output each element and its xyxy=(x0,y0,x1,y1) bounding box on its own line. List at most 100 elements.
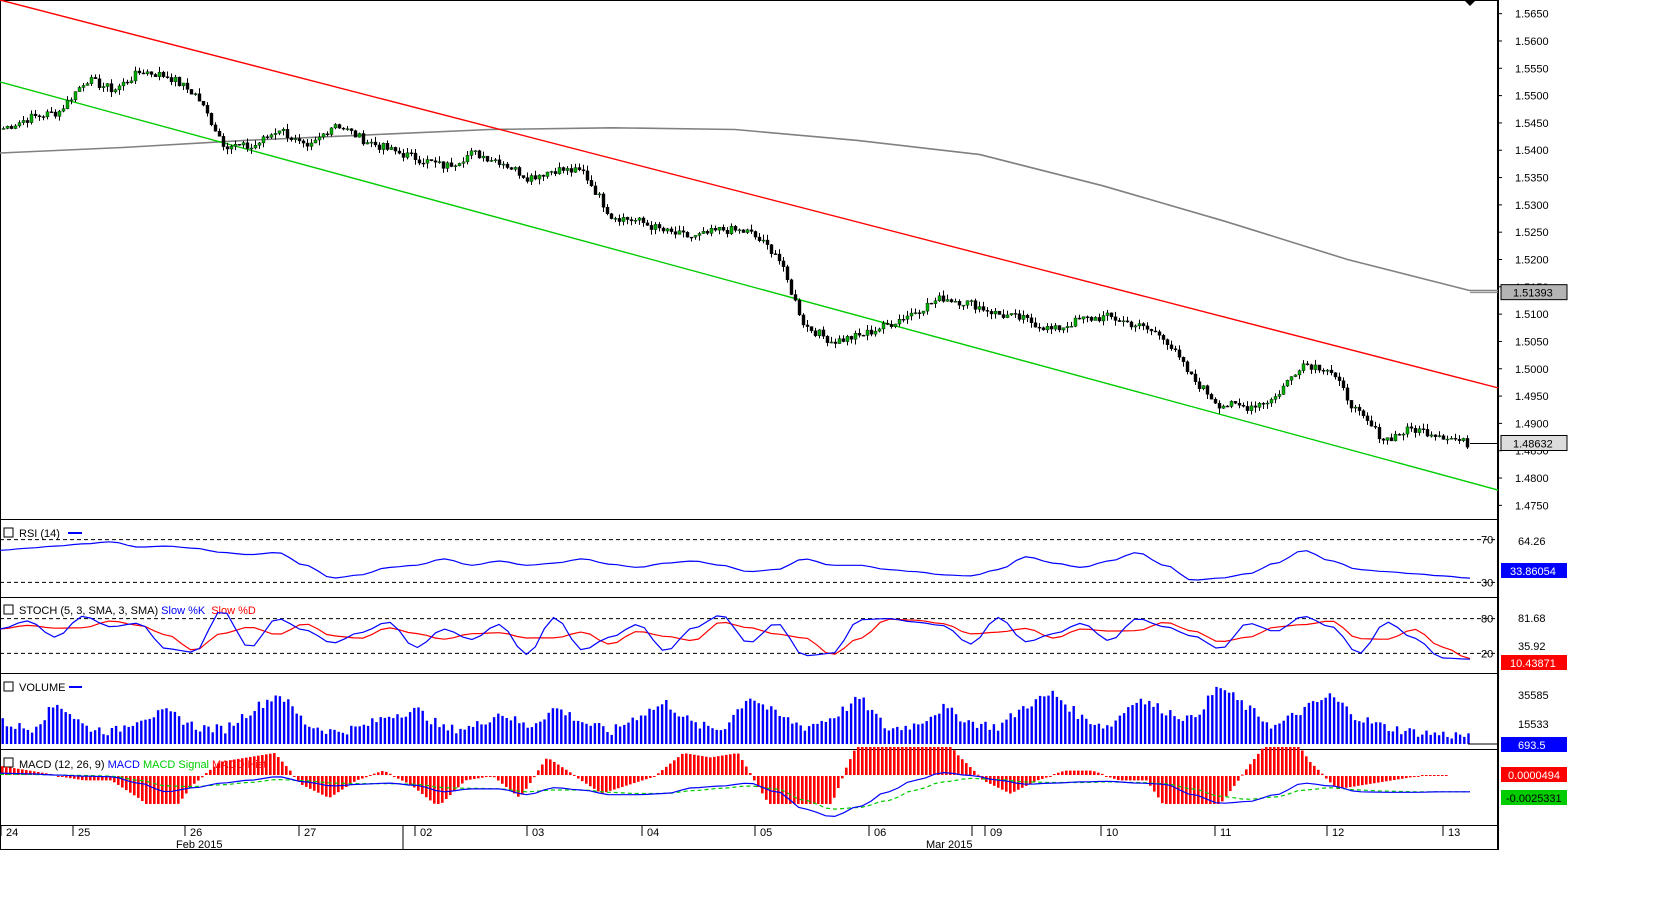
price-tick-label: 1.5500 xyxy=(1515,91,1549,103)
macd-hist-bar xyxy=(809,776,812,804)
macd-hist-bar xyxy=(1305,756,1308,775)
macd-hist-bar xyxy=(465,776,468,781)
volume-bar xyxy=(131,725,135,744)
candle-body xyxy=(1297,370,1302,376)
candle-body xyxy=(1005,314,1010,318)
macd-hist-bar xyxy=(5,766,8,775)
volume-bar xyxy=(744,700,748,744)
candle-body xyxy=(461,161,466,164)
candle-body xyxy=(25,120,30,123)
volume-tick-label: 35585 xyxy=(1518,690,1549,702)
macd-hist-bar xyxy=(1313,765,1316,775)
macd-hist-bar xyxy=(1253,759,1256,775)
volume-tick-label: 15533 xyxy=(1518,719,1549,731)
macd-hist-bar xyxy=(593,776,596,789)
macd-hist-bar xyxy=(933,747,936,775)
macd-hist-bar xyxy=(1241,774,1244,776)
macd-hist-bar xyxy=(209,769,212,775)
volume-bar xyxy=(837,716,840,744)
candle-body xyxy=(517,167,522,176)
macd-hist-bar xyxy=(693,754,696,775)
macd-hist-bar xyxy=(1041,776,1044,779)
volume-bar xyxy=(287,699,290,744)
volume-bar xyxy=(119,731,122,744)
rsi-toggle-icon[interactable] xyxy=(3,527,14,538)
volume-bar xyxy=(417,707,420,744)
macd-hist-bar xyxy=(1125,776,1128,781)
candle-body xyxy=(865,329,870,336)
volume-bar xyxy=(1353,720,1357,744)
macd-hist-bar xyxy=(193,776,196,784)
macd-hist-bar xyxy=(265,754,268,775)
volume-bar xyxy=(39,724,42,744)
candle-body xyxy=(1117,320,1122,322)
volume-bar xyxy=(291,706,294,744)
macd-hist-bar xyxy=(1289,747,1292,775)
volume-bar xyxy=(1072,706,1075,744)
stoch-label-text: STOCH (5, 3, SMA, 3, SMA) xyxy=(19,605,158,617)
day-tick-label: 04 xyxy=(647,827,659,839)
macd-hist-bar xyxy=(1349,776,1352,788)
macd-hist-bar xyxy=(557,764,560,775)
candle-body xyxy=(1181,357,1186,362)
volume-bar xyxy=(1143,704,1147,744)
candle-body xyxy=(1441,435,1446,440)
macd-hist-bar xyxy=(893,747,896,775)
scroll-marker-icon[interactable] xyxy=(1464,0,1476,6)
volume-bar xyxy=(568,712,571,744)
macd-hist-bar xyxy=(1049,776,1052,777)
macd-hist-bar xyxy=(1413,776,1416,777)
volume-bar xyxy=(765,709,769,744)
candle-body xyxy=(761,239,766,242)
candle-body xyxy=(705,231,710,234)
volume-bar xyxy=(261,708,265,744)
upper-channel-line xyxy=(0,0,1499,389)
candle-body xyxy=(681,230,686,233)
macd-hist-bar xyxy=(237,758,240,775)
volume-bar xyxy=(828,718,832,744)
volume-bar xyxy=(1261,721,1264,744)
stoch-last-label: 10.43871 xyxy=(1510,658,1556,670)
volume-toggle-icon[interactable] xyxy=(3,681,14,692)
candle-body xyxy=(665,228,670,232)
volume-bar xyxy=(1467,733,1470,744)
volume-bar xyxy=(43,720,46,744)
candle-body xyxy=(325,133,330,135)
macd-hist-bar xyxy=(501,776,504,784)
macd-toggle-icon[interactable] xyxy=(3,757,14,768)
macd-hist-bar xyxy=(1129,776,1132,781)
macd-hist-bar xyxy=(477,776,480,779)
macd-hist-bar xyxy=(1293,747,1296,775)
macd-hist-bar xyxy=(1073,770,1076,775)
volume-bar xyxy=(329,729,332,744)
macd-hist-bar xyxy=(509,776,512,791)
volume-bar xyxy=(786,717,790,744)
macd-hist-bar xyxy=(249,756,252,775)
candle-body xyxy=(1081,316,1086,320)
candle-body xyxy=(1073,317,1078,327)
macd-hist-bar xyxy=(485,776,488,778)
macd-hist-bar xyxy=(1157,776,1160,798)
volume-bar xyxy=(442,724,445,744)
candle-body xyxy=(1037,326,1042,329)
volume-bar xyxy=(1379,722,1382,744)
candle-body xyxy=(505,163,510,168)
ma-path xyxy=(0,126,1498,292)
macd-hist-bar xyxy=(677,757,680,775)
macd-hist-bar xyxy=(197,776,200,781)
candle-body xyxy=(985,310,990,312)
candle-body xyxy=(481,155,486,159)
candle-body xyxy=(993,310,998,315)
macd-hist-bar xyxy=(1329,776,1332,783)
volume-bar xyxy=(165,708,168,744)
macd-hist-bar xyxy=(1057,772,1060,775)
candle-body xyxy=(277,130,282,134)
candle-body xyxy=(1105,312,1110,316)
macd-hist-bar xyxy=(85,776,88,781)
candle-body xyxy=(1197,381,1202,389)
candle-body xyxy=(313,139,318,144)
macd-line xyxy=(0,771,1470,818)
volume-bar xyxy=(77,719,80,744)
volume-bar xyxy=(1085,718,1088,744)
stoch-toggle-icon[interactable] xyxy=(3,604,14,615)
